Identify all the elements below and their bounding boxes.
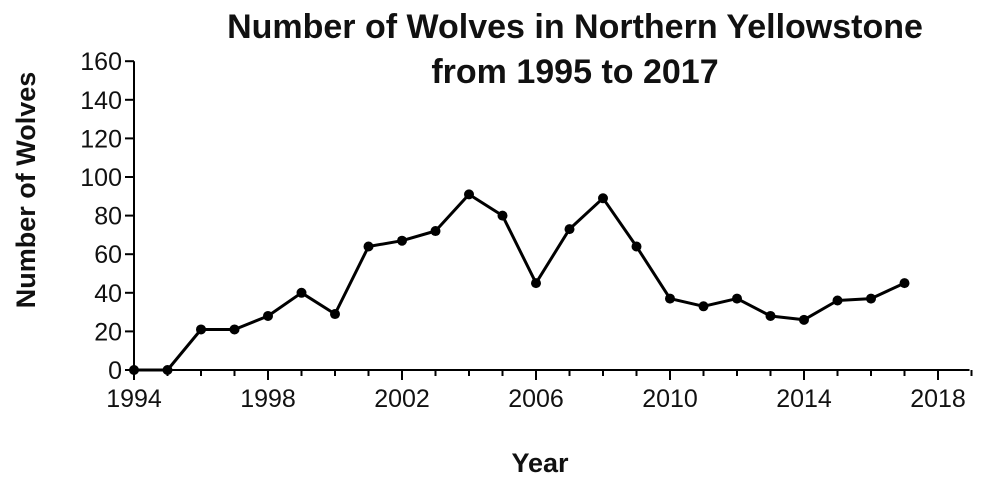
x-tick-label: 2002 [374, 385, 430, 413]
y-tick-label: 80 [94, 203, 122, 231]
data-point [430, 226, 441, 237]
y-tick-label: 140 [80, 87, 122, 115]
x-tick-label: 2014 [776, 385, 832, 413]
x-tick-label: 2018 [910, 385, 966, 413]
y-axis-label: Number of Wolves [11, 72, 41, 309]
data-point [296, 287, 307, 298]
data-point [162, 365, 173, 375]
data-point [732, 293, 742, 304]
series-line [134, 192, 906, 372]
data-point [765, 310, 776, 321]
x-axis-label: Year [511, 448, 569, 478]
chart-title-line-2: from 1995 to 2017 [431, 53, 718, 91]
data-point [631, 241, 642, 252]
data-point [229, 324, 240, 335]
y-tick-label: 40 [94, 280, 122, 308]
data-point [129, 365, 139, 375]
data-point [598, 193, 608, 204]
data-point [497, 210, 508, 221]
x-tick-label: 2010 [642, 385, 698, 413]
x-tick-label: 2006 [508, 385, 564, 413]
data-point [464, 189, 474, 200]
data-point [196, 324, 206, 335]
data-point [363, 241, 374, 252]
y-tick-label: 0 [108, 357, 122, 385]
x-tick-label: 1994 [106, 385, 162, 413]
y-tick-label: 20 [94, 318, 122, 346]
y-tick-label: 160 [80, 48, 122, 76]
chart-title-line-1: Number of Wolves in Northern Yellowstone [227, 8, 923, 46]
data-point [531, 278, 541, 289]
data-point [899, 278, 910, 289]
data-point [397, 235, 407, 246]
x-tick-label: 1998 [240, 385, 296, 413]
data-point [564, 224, 575, 235]
plot-area: 0 20 40 60 80 100 120 140 160 1994 1998 2002 2006 201… [80, 48, 973, 413]
data-point [866, 293, 876, 304]
data-point [263, 310, 273, 321]
y-tick-label: 100 [80, 164, 122, 192]
data-point [832, 295, 843, 306]
data-point [799, 314, 809, 325]
y-tick-label: 60 [94, 241, 122, 269]
y-tick-label: 120 [80, 125, 122, 153]
data-point [330, 309, 340, 320]
data-point [698, 301, 709, 312]
data-point [665, 293, 675, 304]
